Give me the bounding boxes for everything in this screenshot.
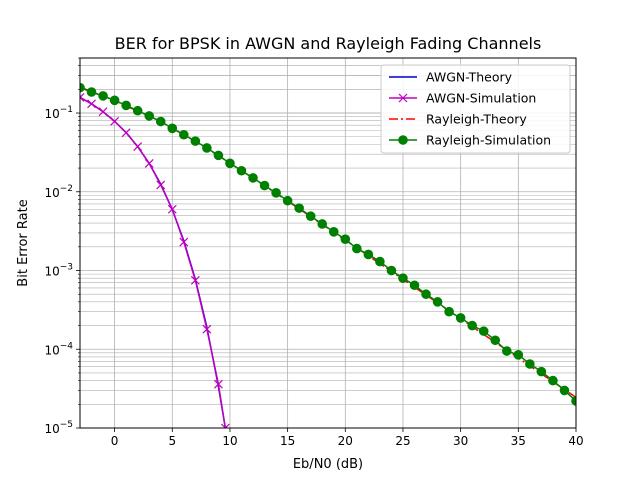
rayleigh-simulation-point <box>132 105 143 116</box>
x-tick-label: 0 <box>111 434 119 448</box>
rayleigh-simulation-point <box>305 211 316 221</box>
legend-swatch-point <box>398 135 408 145</box>
rayleigh-simulation-point <box>98 91 108 101</box>
rayleigh-simulation-point <box>167 123 178 134</box>
awgn-simulation-point <box>121 128 131 138</box>
rayleigh-simulation-point <box>236 165 247 176</box>
rayleigh-simulation-point <box>501 346 512 356</box>
awgn-simulation-point <box>213 379 223 389</box>
rayleigh-simulation-point <box>398 273 408 283</box>
rayleigh-simulation-point <box>202 143 212 153</box>
awgn-simulation-point <box>87 99 96 109</box>
x-tick-label: 20 <box>338 434 353 448</box>
awgn-simulation-point <box>202 324 212 334</box>
awgn-simulation-point <box>179 237 189 247</box>
awgn-simulation-point <box>144 159 154 168</box>
rayleigh-simulation-point <box>144 111 155 121</box>
axes-frame <box>79 57 577 429</box>
rayleigh-simulation-point <box>478 326 489 336</box>
rayleigh-simulation-point <box>444 306 454 317</box>
rayleigh-simulation-point <box>490 335 501 346</box>
rayleigh-simulation-point <box>352 243 362 254</box>
series-layer <box>80 82 576 428</box>
rayleigh-simulation-point <box>571 396 576 406</box>
rayleigh-simulation-point <box>432 297 443 307</box>
plot-area <box>79 57 577 429</box>
rayleigh-simulation-point <box>259 180 270 191</box>
legend-box <box>380 64 571 154</box>
series-group <box>80 82 576 428</box>
chart-title: BER for BPSK in AWGN and Rayleigh Fading… <box>115 34 542 53</box>
x-axis-label: Eb/N0 (dB) <box>293 457 363 472</box>
awgn-simulation-point <box>156 180 166 190</box>
rayleigh-simulation-point <box>109 95 120 106</box>
rayleigh-simulation-point <box>328 227 339 237</box>
y-tick-label: 10−3 <box>44 263 73 279</box>
rayleigh-simulation-point <box>213 150 224 161</box>
rayleigh-simulation-point <box>525 359 535 369</box>
rayleigh-simulation-point <box>363 249 374 260</box>
rayleigh-simulation-point <box>559 385 570 396</box>
awgn-simulation-point <box>190 275 200 285</box>
x-tick-label: 5 <box>168 434 176 448</box>
legend-entry-rayleigh-simulation: Rayleigh-Simulation <box>389 133 551 148</box>
awgn-simulation-point <box>98 107 108 117</box>
rayleigh-simulation-point <box>190 136 201 146</box>
awgn-simulation-point <box>167 204 177 214</box>
x-tick-label: 30 <box>453 434 468 448</box>
rayleigh-simulation-point <box>386 265 397 276</box>
x-tick-label: 40 <box>568 434 583 448</box>
x-tick-label: 10 <box>222 434 237 448</box>
rayleigh-simulation-point <box>121 100 131 111</box>
y-axis-label: Bit Error Rate <box>16 199 31 286</box>
rayleigh-simulation-point <box>248 173 258 183</box>
rayleigh-simulation-point <box>548 375 558 386</box>
x-tick-label: 25 <box>395 434 410 448</box>
y-tick-label: 10−5 <box>44 420 73 436</box>
x-axis-ticks: 0 5 10 15 20 25 30 35 40 <box>111 428 584 448</box>
rayleigh-simulation-point <box>513 350 524 360</box>
legend-entry-awgn-simulation: AWGN-Simulation <box>389 91 536 106</box>
awgn-simulation-point <box>220 423 230 428</box>
rayleigh-simulation-point <box>155 116 166 127</box>
legend-entry-awgn-theory: AWGN-Theory <box>389 70 513 85</box>
legend-label: AWGN-Theory <box>426 70 513 85</box>
rayleigh-simulation-point <box>282 195 293 206</box>
rayleigh-simulation-point <box>409 280 420 291</box>
rayleigh-simulation-point <box>317 219 328 229</box>
rayleigh-simulation-point <box>467 320 477 331</box>
legend-swatch-point <box>398 93 408 103</box>
awgn-simulation-point <box>110 116 120 126</box>
y-tick-label: 10−2 <box>44 184 73 200</box>
rayleigh-simulation-point <box>271 188 281 198</box>
rayleigh-simulation-point <box>179 129 189 140</box>
rayleigh-simulation-point <box>80 82 85 93</box>
legend: AWGN-Theory AWGN-Simulation Rayleigh-Theor… <box>380 64 571 154</box>
rayleigh-simulation-point <box>455 313 466 323</box>
rayleigh-simulation-point <box>340 234 351 244</box>
y-tick-label: 10−1 <box>44 105 73 121</box>
x-tick-label: 15 <box>280 434 295 448</box>
rayleigh-simulation-point <box>225 158 235 169</box>
x-tick-label: 35 <box>511 434 526 448</box>
y-axis-ticks: 10−5 10−4 10−3 10−2 10−1 <box>44 57 80 436</box>
rayleigh-simulation-point <box>421 289 431 300</box>
legend-entry-rayleigh-theory: Rayleigh-Theory <box>389 112 527 127</box>
rayleigh-simulation-point <box>375 256 385 267</box>
legend-label: AWGN-Simulation <box>426 91 536 106</box>
rayleigh-simulation-point <box>294 203 304 213</box>
rayleigh-simulation-point <box>536 366 547 377</box>
y-tick-label: 10−4 <box>44 341 73 357</box>
legend-label: Rayleigh-Theory <box>426 112 527 127</box>
rayleigh-simulation-point <box>86 87 97 97</box>
awgn-simulation-point <box>80 92 85 102</box>
legend-label: Rayleigh-Simulation <box>426 133 551 148</box>
awgn-simulation-point <box>133 142 143 152</box>
